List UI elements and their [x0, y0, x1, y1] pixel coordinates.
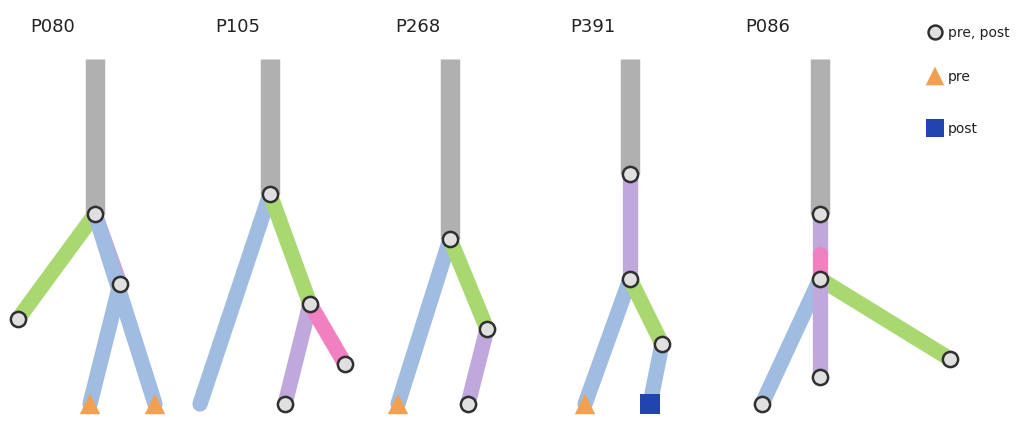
- Point: [926, 125, 943, 132]
- Point: [478, 326, 494, 333]
- Text: P105: P105: [215, 18, 260, 36]
- Point: [262, 191, 278, 198]
- Point: [87, 211, 103, 218]
- Point: [336, 360, 353, 367]
- Text: P391: P391: [570, 18, 614, 36]
- Point: [10, 316, 26, 323]
- Point: [441, 236, 458, 243]
- Point: [811, 211, 827, 218]
- Point: [622, 171, 638, 178]
- Point: [460, 401, 476, 408]
- Point: [276, 401, 292, 408]
- Point: [82, 401, 98, 408]
- Text: P080: P080: [30, 18, 74, 36]
- Point: [622, 276, 638, 283]
- Point: [941, 356, 957, 363]
- Point: [112, 281, 128, 288]
- Point: [641, 401, 657, 408]
- Text: P086: P086: [744, 18, 789, 36]
- Point: [389, 401, 406, 408]
- Text: pre, post: pre, post: [947, 26, 1009, 40]
- Point: [147, 401, 163, 408]
- Point: [926, 29, 943, 36]
- Point: [811, 276, 827, 283]
- Text: post: post: [947, 122, 977, 136]
- Text: P268: P268: [394, 18, 439, 36]
- Point: [302, 301, 318, 308]
- Text: pre: pre: [947, 70, 970, 84]
- Point: [926, 73, 943, 80]
- Point: [811, 374, 827, 381]
- Point: [653, 341, 669, 348]
- Point: [753, 401, 769, 408]
- Point: [577, 401, 593, 408]
